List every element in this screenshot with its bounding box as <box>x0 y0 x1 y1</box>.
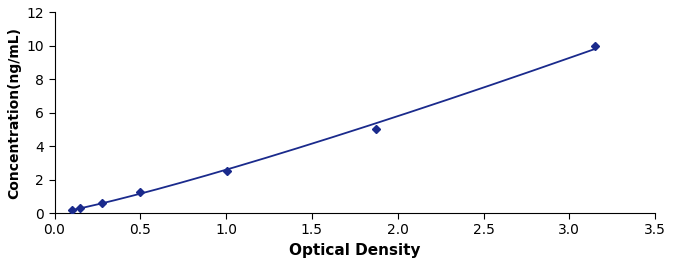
Y-axis label: Concentration(ng/mL): Concentration(ng/mL) <box>7 27 21 199</box>
X-axis label: Optical Density: Optical Density <box>289 243 421 258</box>
